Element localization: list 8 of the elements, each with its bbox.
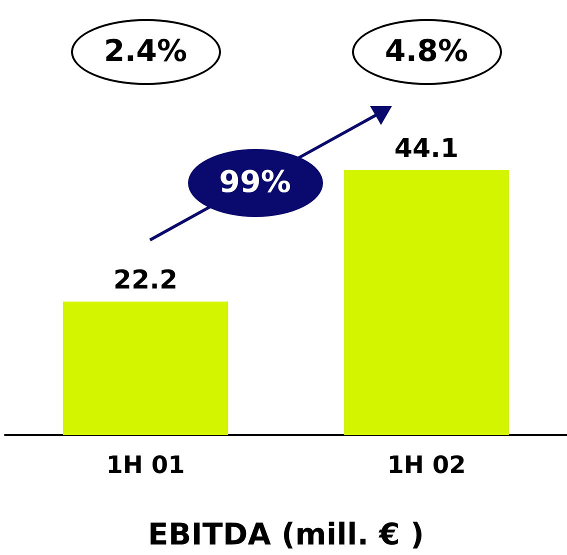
text: 4.8% bbox=[384, 34, 470, 70]
x-tick-label: 1H 01 bbox=[106, 451, 185, 479]
data-label: 44.1 bbox=[394, 134, 459, 164]
text: 2.4% bbox=[102, 34, 188, 70]
data-label: 22.2 bbox=[113, 266, 178, 296]
x-axis-title: EBITDA (mill. € ) bbox=[148, 518, 424, 552]
x-tick-label: 1H 02 bbox=[387, 451, 466, 479]
annotation: 99% bbox=[218, 165, 292, 201]
